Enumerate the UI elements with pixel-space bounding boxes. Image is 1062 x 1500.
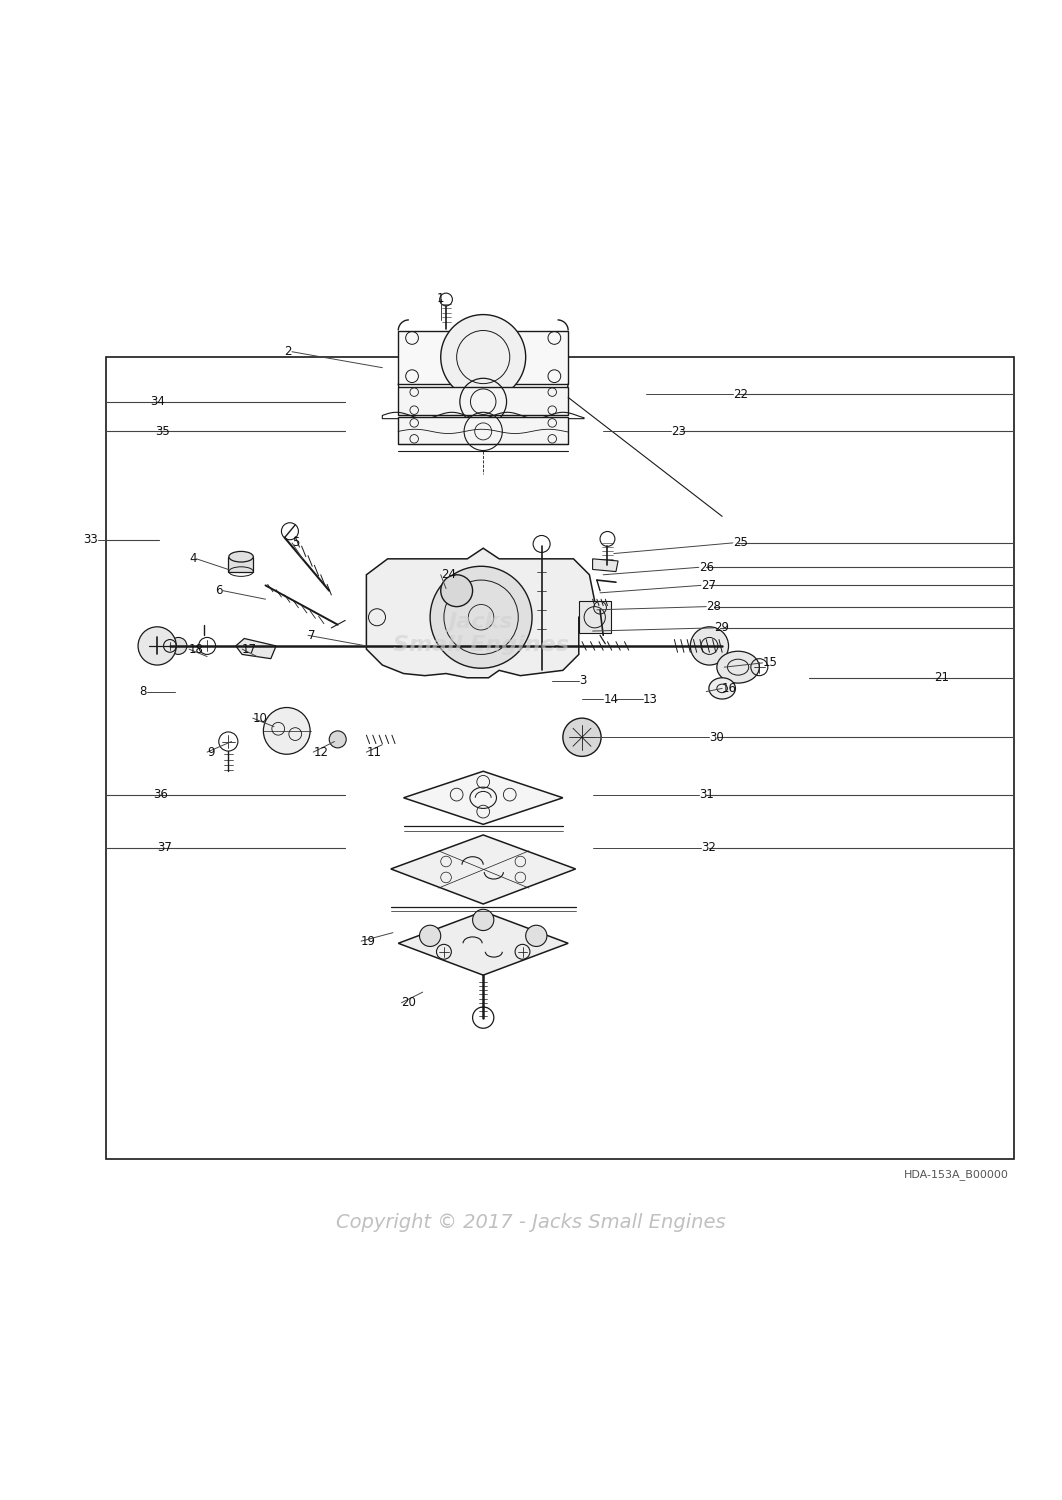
Polygon shape <box>404 771 563 825</box>
Bar <box>106 357 1014 1160</box>
Polygon shape <box>236 639 276 658</box>
Text: 24: 24 <box>441 568 456 582</box>
Text: 32: 32 <box>701 842 716 854</box>
Circle shape <box>526 926 547 946</box>
Polygon shape <box>228 556 253 572</box>
Text: 17: 17 <box>242 642 257 656</box>
Text: 37: 37 <box>157 842 172 854</box>
Text: 3: 3 <box>579 675 586 687</box>
Text: 6: 6 <box>216 584 223 597</box>
Text: 22: 22 <box>733 387 748 400</box>
Text: 13: 13 <box>643 693 657 705</box>
Circle shape <box>441 574 473 606</box>
Text: Copyright © 2017 - Jacks Small Engines: Copyright © 2017 - Jacks Small Engines <box>337 1214 725 1231</box>
Text: 16: 16 <box>722 682 737 694</box>
Text: 9: 9 <box>207 746 215 759</box>
Text: 19: 19 <box>361 934 376 948</box>
Circle shape <box>263 708 310 754</box>
Bar <box>579 602 611 633</box>
Circle shape <box>329 730 346 748</box>
Text: 30: 30 <box>709 730 724 744</box>
Text: 25: 25 <box>733 537 748 549</box>
Text: 5: 5 <box>292 537 299 549</box>
Polygon shape <box>398 417 568 444</box>
Text: 18: 18 <box>189 642 204 656</box>
Circle shape <box>473 909 494 930</box>
Text: 28: 28 <box>706 600 721 613</box>
Circle shape <box>563 718 601 756</box>
Polygon shape <box>398 912 568 975</box>
Ellipse shape <box>709 678 735 699</box>
Circle shape <box>441 315 526 399</box>
Circle shape <box>690 627 729 664</box>
Circle shape <box>138 627 176 664</box>
Text: 21: 21 <box>935 672 949 684</box>
Text: 10: 10 <box>253 711 268 724</box>
Text: 1: 1 <box>436 292 445 304</box>
Text: 20: 20 <box>401 996 416 1010</box>
Text: 26: 26 <box>699 561 714 574</box>
Text: Jacks
Small Engines: Jacks Small Engines <box>393 612 569 656</box>
Polygon shape <box>398 330 568 384</box>
Text: 34: 34 <box>150 394 165 408</box>
Circle shape <box>170 638 187 654</box>
Ellipse shape <box>229 552 253 562</box>
Text: 8: 8 <box>139 686 147 698</box>
Text: 35: 35 <box>155 424 170 438</box>
Text: 4: 4 <box>189 552 196 566</box>
Circle shape <box>419 926 441 946</box>
Polygon shape <box>398 387 568 416</box>
Polygon shape <box>391 836 576 904</box>
Text: 33: 33 <box>83 532 98 546</box>
Text: 31: 31 <box>699 788 714 801</box>
Polygon shape <box>593 560 618 572</box>
Text: 29: 29 <box>714 621 729 634</box>
Text: 12: 12 <box>313 746 328 759</box>
Text: 15: 15 <box>763 657 777 669</box>
Circle shape <box>430 567 532 668</box>
Polygon shape <box>366 548 595 678</box>
Text: 23: 23 <box>671 424 686 438</box>
Ellipse shape <box>717 651 759 682</box>
Text: 7: 7 <box>308 628 315 642</box>
Text: 14: 14 <box>603 693 618 705</box>
Text: 2: 2 <box>285 345 292 358</box>
Text: 27: 27 <box>701 579 716 592</box>
Text: 11: 11 <box>366 746 381 759</box>
Text: 36: 36 <box>153 788 168 801</box>
Text: HDA-153A_B00000: HDA-153A_B00000 <box>904 1170 1009 1180</box>
